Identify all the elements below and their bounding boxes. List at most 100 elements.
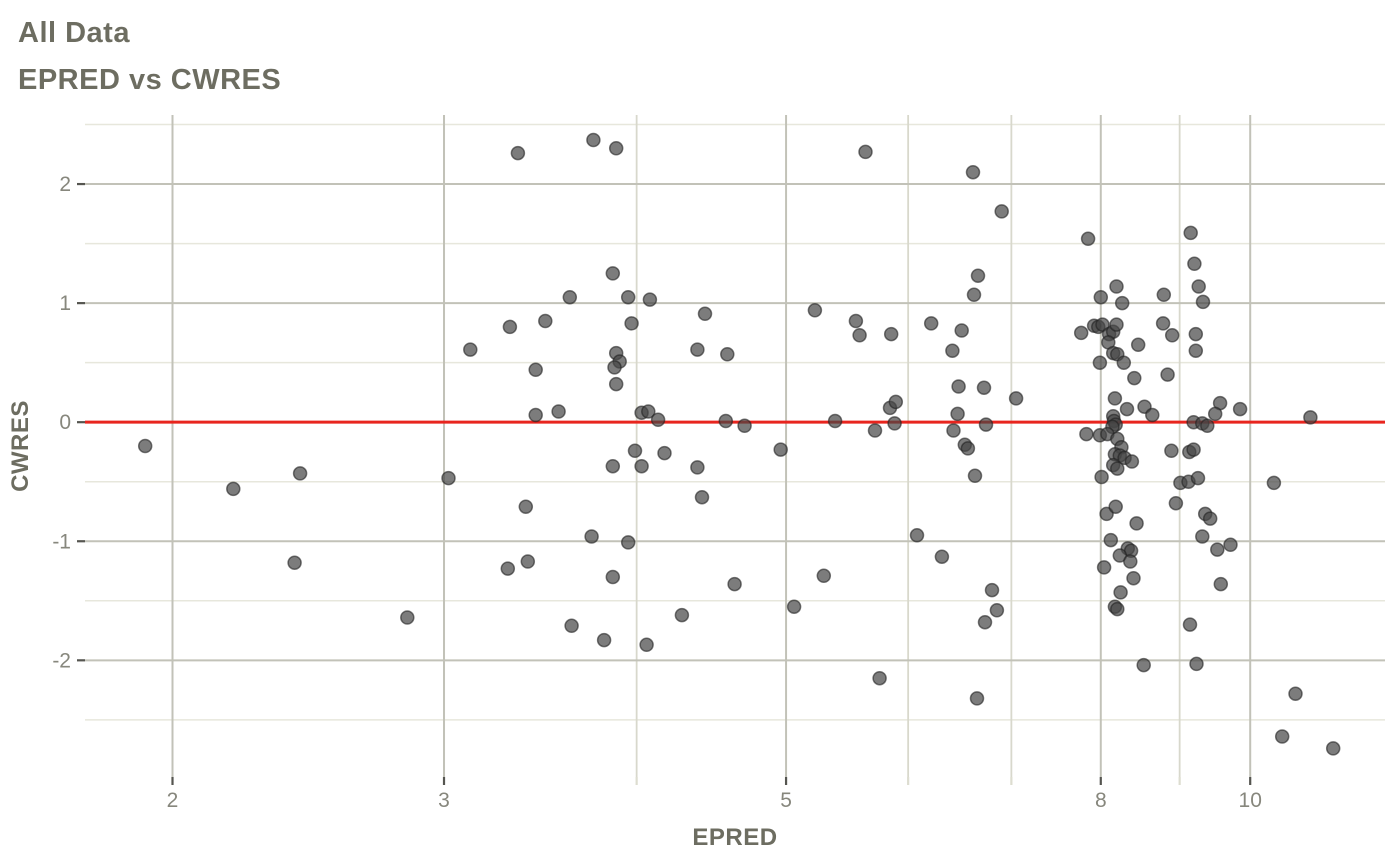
data-point [538, 313, 553, 329]
data-point [909, 528, 925, 543]
data-point [642, 292, 658, 307]
data-point [872, 670, 887, 686]
y-tick-label: 1 [59, 292, 71, 315]
data-point [827, 413, 843, 429]
data-point [1108, 499, 1123, 514]
data-point [441, 470, 456, 486]
data-point [1114, 295, 1130, 311]
data-point [1096, 560, 1112, 575]
data-point [1109, 279, 1124, 294]
data-point [1207, 406, 1223, 422]
data-point [528, 407, 543, 423]
data-point [950, 406, 965, 422]
data-point [562, 289, 578, 305]
data-point [1210, 542, 1225, 557]
data-point [858, 144, 873, 160]
data-point [1303, 410, 1318, 425]
data-point [969, 691, 985, 706]
data-point [564, 618, 579, 634]
data-point [946, 423, 961, 438]
data-point [1110, 601, 1125, 617]
data-point [1189, 656, 1204, 672]
data-point [1145, 407, 1160, 423]
data-point [620, 289, 636, 305]
data-point [1195, 529, 1210, 544]
data-point [1155, 316, 1171, 331]
data-point [1164, 443, 1179, 459]
data-point [773, 442, 788, 457]
data-point [1127, 370, 1142, 386]
y-tick-label: -1 [52, 530, 71, 553]
x-tick-label: 5 [780, 789, 792, 812]
data-point [977, 614, 993, 630]
data-point [888, 394, 904, 410]
y-axis-title: CWRES [7, 400, 34, 492]
data-point [518, 499, 534, 514]
data-point [1079, 426, 1094, 442]
data-point [607, 360, 622, 375]
data-point [1202, 511, 1218, 526]
data-point [1113, 585, 1128, 600]
data-point [690, 460, 705, 475]
data-point [934, 549, 950, 564]
data-point [292, 466, 308, 481]
axis-ticks [77, 182, 1252, 785]
data-point [967, 468, 983, 484]
data-point [674, 607, 690, 623]
data-point [1288, 686, 1303, 701]
data-point [620, 535, 636, 550]
data-point [1188, 343, 1204, 358]
data-point [608, 376, 624, 392]
data-point [1103, 532, 1119, 548]
data-point [605, 458, 621, 474]
data-point [1266, 475, 1282, 491]
data-point [1119, 401, 1135, 417]
data-point [1183, 225, 1198, 241]
data-point [1191, 279, 1206, 294]
data-point [657, 445, 672, 461]
data-point [737, 418, 752, 434]
data-point [1164, 328, 1180, 343]
data-point [1182, 617, 1198, 632]
data-points [137, 132, 1341, 756]
data-point [605, 569, 621, 585]
data-point [1093, 289, 1109, 305]
data-point [463, 342, 478, 357]
data-point [627, 443, 643, 459]
minor-gridlines [85, 115, 1385, 777]
data-point [1094, 469, 1109, 485]
data-point [1188, 326, 1204, 342]
data-point [510, 145, 526, 161]
data-point [400, 610, 415, 625]
data-point [1073, 325, 1089, 341]
data-point [634, 458, 649, 474]
data-point [608, 141, 624, 156]
data-point [1092, 355, 1108, 370]
data-point [287, 555, 302, 570]
data-point [650, 412, 666, 428]
data-point [639, 637, 654, 653]
data-point [945, 343, 960, 358]
data-point [1008, 391, 1024, 406]
data-point [976, 380, 992, 395]
data-point [960, 441, 976, 456]
data-point [923, 316, 939, 331]
data-point [1126, 570, 1141, 586]
data-point [720, 347, 735, 362]
data-point [966, 287, 982, 303]
data-point [1124, 454, 1140, 469]
data-point [1274, 729, 1290, 744]
data-point [970, 268, 986, 283]
data-point [1213, 576, 1229, 592]
data-point [954, 323, 969, 338]
data-point [727, 576, 742, 592]
data-point [1123, 554, 1138, 569]
plot-title: All Data [18, 17, 130, 49]
data-point [786, 599, 802, 614]
y-tick-label: 0 [59, 411, 71, 434]
data-point [551, 404, 566, 419]
data-point [718, 413, 734, 429]
data-point [694, 489, 710, 505]
